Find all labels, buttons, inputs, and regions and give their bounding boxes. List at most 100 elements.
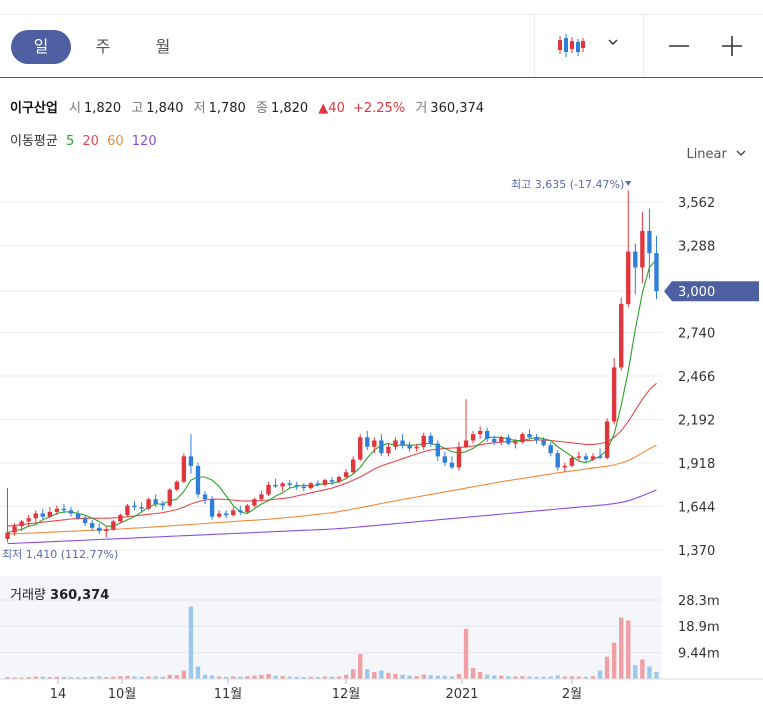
volume-axis-label: 28.3m xyxy=(678,594,720,609)
candle xyxy=(379,434,384,457)
ma120-line xyxy=(7,489,657,545)
period-day-button[interactable]: 일 xyxy=(11,30,71,64)
period-week-button[interactable]: 주 xyxy=(95,37,111,56)
volume-bar xyxy=(590,676,596,679)
ma5-line xyxy=(7,259,657,534)
volume-bar xyxy=(259,674,264,679)
volume-bar xyxy=(54,676,60,679)
candle-body xyxy=(372,440,377,447)
volume-bar xyxy=(167,674,172,679)
volume-bar xyxy=(583,676,589,679)
x-axis-label: 11월 xyxy=(214,687,243,702)
candle xyxy=(111,519,116,531)
candle xyxy=(569,456,575,468)
volume-axis-label: 9.44m xyxy=(678,647,720,662)
volume-bar xyxy=(202,674,208,679)
volume-label: 거 xyxy=(415,101,428,116)
candle-body xyxy=(541,440,546,446)
candle-body xyxy=(548,445,553,454)
candlestick-icon[interactable] xyxy=(556,33,586,59)
volume-bar xyxy=(527,676,532,679)
chevron-down-icon[interactable] xyxy=(607,36,619,51)
volume-bar xyxy=(125,675,130,679)
x-axis-label: 14 xyxy=(50,687,67,702)
candle xyxy=(174,480,180,492)
candle-body xyxy=(5,532,10,539)
candle-body xyxy=(294,484,299,487)
candle-body xyxy=(520,434,525,443)
minus-icon[interactable] xyxy=(659,26,699,66)
candle xyxy=(308,481,314,490)
candle-body xyxy=(259,494,264,500)
candle-body xyxy=(597,456,603,458)
volume-bar xyxy=(407,675,412,679)
candle-body xyxy=(111,521,116,530)
volume-bar xyxy=(153,676,158,679)
volume-bar xyxy=(633,665,638,679)
candle xyxy=(259,491,264,501)
ma60-legend[interactable]: 60 xyxy=(107,134,124,149)
candle xyxy=(195,462,201,498)
volume-bar xyxy=(379,670,384,679)
volume-bar xyxy=(266,673,271,679)
volume-bar xyxy=(181,670,187,679)
ma20-legend[interactable]: 20 xyxy=(82,134,99,149)
candle xyxy=(626,190,631,308)
period-month-button[interactable]: 월 xyxy=(155,37,171,56)
candle-body xyxy=(386,446,391,454)
candle-body xyxy=(626,251,631,304)
candle-body xyxy=(611,367,617,422)
candle xyxy=(153,494,158,508)
candle xyxy=(336,475,342,484)
candle-body xyxy=(393,440,398,447)
candle xyxy=(520,432,525,444)
volume-bar xyxy=(111,676,116,679)
volume-bar xyxy=(492,675,497,679)
volume-bar xyxy=(350,669,356,679)
candle xyxy=(343,469,349,479)
volume-bar xyxy=(654,672,659,679)
ma60-line xyxy=(7,444,657,535)
candle-body xyxy=(534,437,539,441)
x-axis-label: 10월 xyxy=(108,687,137,702)
candle-body xyxy=(167,489,172,506)
candle xyxy=(329,476,335,485)
candle-body xyxy=(527,434,532,438)
candle-body xyxy=(633,251,638,268)
candle xyxy=(245,503,250,514)
candle-body xyxy=(287,483,292,485)
candle xyxy=(513,438,518,449)
change-value: 40 xyxy=(328,101,345,116)
volume-bar xyxy=(19,677,24,679)
volume-bar xyxy=(280,676,285,679)
candle xyxy=(414,443,419,452)
ma120-legend[interactable]: 120 xyxy=(131,134,157,149)
candle-body xyxy=(209,499,215,517)
volume-panel-title: 거래량 360,374 xyxy=(10,584,109,603)
scale-mode-dropdown[interactable]: Linear xyxy=(686,147,747,162)
stock-info-line: 이구산업 시 1,820 고 1,840 저 1,780 종 1,820 ▲40 +2.… xyxy=(10,97,490,116)
price-axis-label: 1,918 xyxy=(678,457,715,472)
candle xyxy=(470,430,476,444)
candle xyxy=(527,429,532,439)
candle xyxy=(231,507,236,517)
candle xyxy=(449,456,455,470)
candle xyxy=(492,435,497,446)
candle xyxy=(640,211,645,284)
volume-bar xyxy=(499,675,504,679)
candle xyxy=(442,451,448,466)
plus-icon[interactable] xyxy=(712,26,752,66)
candle-body xyxy=(336,476,342,482)
ma5-legend[interactable]: 5 xyxy=(65,134,75,149)
volume-bar xyxy=(245,676,250,679)
volume-bar xyxy=(470,667,476,679)
candle-body xyxy=(160,503,165,506)
candle-body xyxy=(647,230,652,254)
candle xyxy=(350,456,356,474)
volume-bar xyxy=(82,677,88,679)
candle xyxy=(372,437,377,454)
candle-body xyxy=(442,456,448,463)
candle xyxy=(224,510,229,519)
candle-body xyxy=(379,440,384,454)
